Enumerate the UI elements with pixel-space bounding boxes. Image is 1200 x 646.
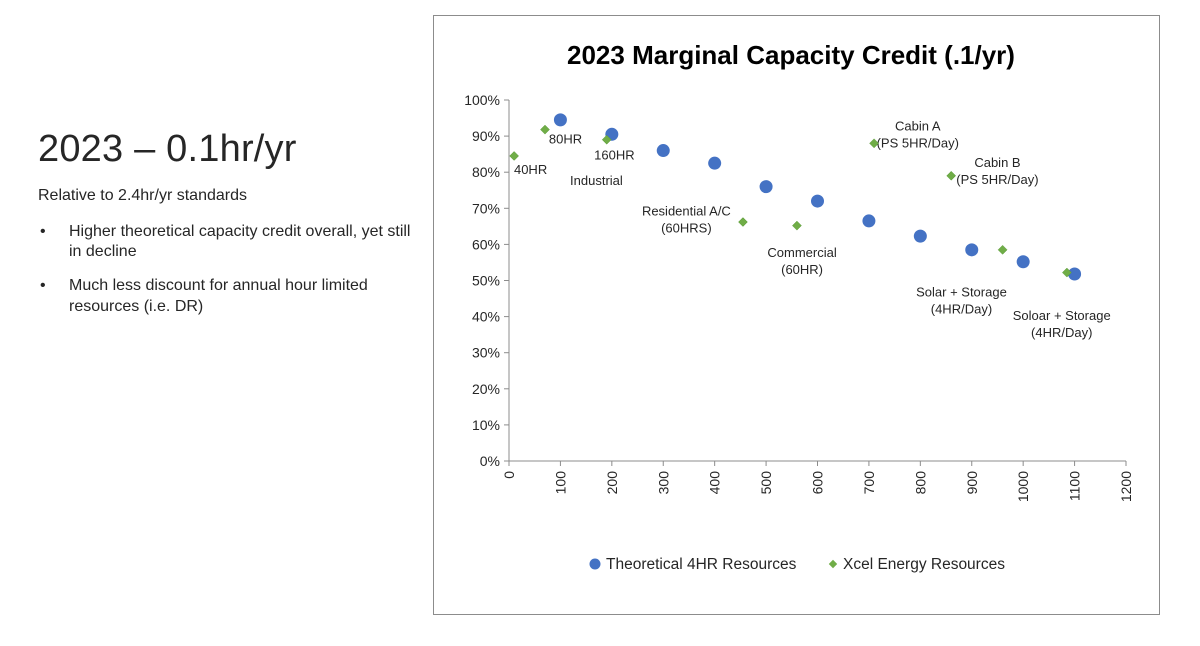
series-0-point [708,156,722,170]
x-tick-label: 1100 [1067,471,1083,501]
data-annotation: 80HR [549,131,582,146]
x-tick-label: 1000 [1015,471,1031,502]
series-1-point [869,138,879,149]
series-0-point [913,229,927,243]
data-annotation: Soloar + Storage (4HR/Day) [1013,308,1111,340]
x-tick-label: 700 [861,471,877,495]
x-tick-label: 400 [707,471,723,495]
y-tick-label: 10% [472,417,500,433]
axes: 0% 10% 20% 30% 40% 50% 60% 70% 80% 90% 100% 0 100 200… [464,92,1134,502]
y-tick-label: 20% [472,381,500,397]
legend: Theoretical 4HR Resources Xcel Energy Res… [589,556,1005,573]
annotations: 40HR 80HR 160HR Industrial Residential A/C (6… [514,119,1111,341]
data-annotation: Residential A/C (60HRS) [642,204,731,236]
series-0-point [965,243,979,257]
x-tick-label: 200 [604,471,620,495]
series-1-point [601,134,612,145]
series-0-point [862,214,876,228]
x-tick-label: 1200 [1118,471,1134,502]
y-tick-label: 40% [472,309,500,325]
y-tick-label: 50% [472,273,500,289]
data-annotation: Industrial [570,173,623,188]
left-text-panel: 2023 – 0.1hr/yr Relative to 2.4hr/yr sta… [38,128,418,331]
data-marks [509,113,1082,281]
data-annotation: Solar + Storage (4HR/Day) [916,285,1007,317]
chart-canvas: 2023 Marginal Capacity Credit (.1/yr) 0%… [464,40,1134,573]
series-1-point [540,124,550,135]
legend-marker-diamond [828,559,838,569]
data-annotation: Cabin B (PS 5HR/Day) [956,155,1038,187]
data-annotation: Commercial (60HR) [767,245,836,277]
y-tick-label: 70% [472,200,500,216]
slide-subtitle: Relative to 2.4hr/yr standards [38,186,247,204]
data-annotation: 40HR [514,162,547,177]
series-0-point [1016,255,1030,269]
bullet-item: Higher theoretical capacity credit overa… [38,222,418,264]
slide-title: 2023 – 0.1hr/yr [38,128,297,170]
x-tick-label: 0 [501,471,517,479]
series-1-point [509,151,519,161]
series-0-point [811,194,824,208]
series-1-point [738,217,748,227]
x-tick-label: 500 [758,471,774,495]
bullet-list: Higher theoretical capacity credit overa… [38,222,418,318]
data-annotation: Cabin A (PS 5HR/Day) [877,119,959,151]
y-tick-label: 60% [472,236,500,252]
y-tick-label: 90% [472,128,500,144]
x-tick-label: 600 [810,471,826,495]
y-tick-label: 80% [472,164,500,180]
series-1-point [997,244,1008,255]
series-1-point [946,170,957,181]
chart-title: 2023 Marginal Capacity Credit (.1/yr) [567,40,1015,70]
x-tick-label: 800 [912,471,928,495]
x-tick-label: 900 [964,471,980,495]
data-annotation: 160HR [594,148,634,163]
y-tick-label: 100% [464,92,500,108]
chart-frame: 2023 Marginal Capacity Credit (.1/yr) 0%… [433,15,1160,615]
bullet-item: Much less discount for annual hour limit… [38,276,418,318]
x-tick-label: 100 [552,471,568,495]
series-1-point [1062,267,1072,278]
series-0-point [759,180,773,194]
series-0-point [656,144,670,158]
legend-label: Xcel Energy Resources [843,556,1005,573]
series-0-point [553,113,567,127]
series-0-point [1068,267,1082,281]
x-tick-label: 300 [655,471,671,495]
y-tick-label: 30% [472,345,500,361]
y-tick-label: 0% [480,453,500,469]
legend-marker-circle [589,558,601,570]
series-1-point [792,220,802,231]
legend-label: Theoretical 4HR Resources [606,556,797,573]
